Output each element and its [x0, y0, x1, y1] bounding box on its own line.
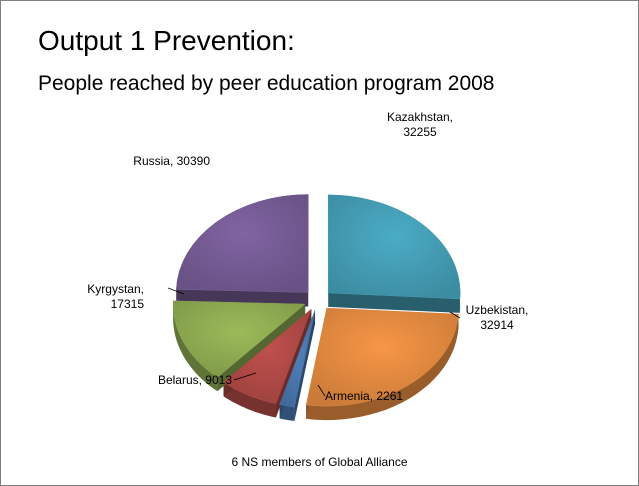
data-label-belarus: Belarus, 9013 [158, 373, 232, 387]
slice-edge-kazakhstan-1 [328, 292, 460, 313]
slice-kazakhstan [327, 194, 461, 300]
slice-kyrgystan [172, 300, 306, 378]
slice-armenia [279, 310, 316, 408]
leader-line-uzbekistan [449, 311, 461, 319]
data-label-russia: Russia, 30390 [133, 154, 210, 168]
slice-wall-kyrgystan [173, 300, 218, 392]
slide-title: Output 1 Prevention: [38, 25, 295, 56]
slice-uzbekistan [305, 307, 459, 407]
leader-line-belarus [233, 372, 257, 381]
data-label-kazakhstan: Kazakhstan, 32255 [387, 110, 453, 139]
chart-subtitle: People reached by peer education program… [38, 72, 495, 95]
chart-caption: 6 NS members of Global Alliance [231, 455, 408, 469]
leader-line-armenia [317, 384, 326, 397]
data-label-uzbekistan: Uzbekistan, 32914 [466, 303, 529, 332]
leader-line-kyrgystan [167, 287, 185, 295]
data-label-armenia: Armenia, 2261 [325, 389, 403, 403]
slice-belarus [223, 308, 312, 404]
slice-wall-uzbekistan [306, 314, 459, 421]
slice-wall-belarus [223, 382, 276, 418]
slice-russia [176, 194, 309, 293]
data-label-kyrgystan: Kyrgystan, 17315 [87, 282, 144, 311]
